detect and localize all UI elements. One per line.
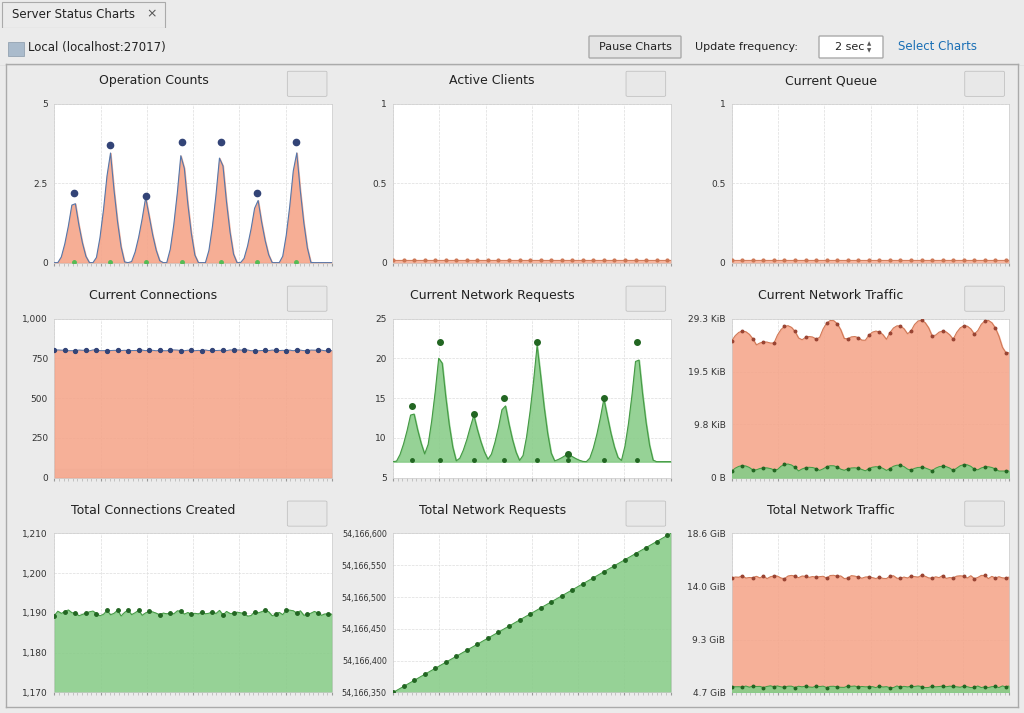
Text: ≡: ≡	[642, 78, 650, 89]
FancyBboxPatch shape	[288, 71, 327, 96]
Text: Current Network Traffic: Current Network Traffic	[758, 289, 903, 302]
Text: Select Charts: Select Charts	[898, 41, 977, 53]
Text: ≡: ≡	[981, 508, 988, 518]
Text: ≡: ≡	[981, 294, 988, 304]
Bar	[8, 42, 24, 56]
Polygon shape	[2, 2, 165, 28]
FancyBboxPatch shape	[626, 286, 666, 312]
FancyBboxPatch shape	[965, 286, 1005, 312]
Text: Current Connections: Current Connections	[89, 289, 217, 302]
Text: ≡: ≡	[642, 294, 650, 304]
Text: ≡: ≡	[303, 294, 311, 304]
Text: Total Network Requests: Total Network Requests	[419, 504, 565, 517]
FancyBboxPatch shape	[965, 501, 1005, 526]
Text: Server Status Charts: Server Status Charts	[12, 8, 135, 21]
Text: Operation Counts: Operation Counts	[98, 74, 208, 88]
Text: ▼: ▼	[867, 48, 871, 53]
FancyBboxPatch shape	[626, 501, 666, 526]
Text: ≡: ≡	[303, 78, 311, 89]
Text: ≡: ≡	[981, 78, 988, 89]
FancyBboxPatch shape	[819, 36, 883, 58]
FancyBboxPatch shape	[589, 36, 681, 58]
FancyBboxPatch shape	[288, 501, 327, 526]
Text: 2 sec: 2 sec	[835, 42, 864, 52]
Text: Current Network Requests: Current Network Requests	[410, 289, 574, 302]
FancyBboxPatch shape	[288, 286, 327, 312]
Text: Local (localhost:27017): Local (localhost:27017)	[28, 41, 166, 54]
Text: Active Clients: Active Clients	[450, 74, 535, 88]
Text: ≡: ≡	[303, 508, 311, 518]
Text: Total Connections Created: Total Connections Created	[72, 504, 236, 517]
FancyBboxPatch shape	[626, 71, 666, 96]
Text: ×: ×	[146, 8, 158, 21]
FancyBboxPatch shape	[965, 71, 1005, 96]
Text: Pause Charts: Pause Charts	[599, 42, 672, 52]
Text: Current Queue: Current Queue	[785, 74, 877, 88]
Text: Update frequency:: Update frequency:	[695, 42, 798, 52]
Text: ▲: ▲	[867, 41, 871, 46]
Text: ≡: ≡	[642, 508, 650, 518]
Text: Total Network Traffic: Total Network Traffic	[767, 504, 895, 517]
